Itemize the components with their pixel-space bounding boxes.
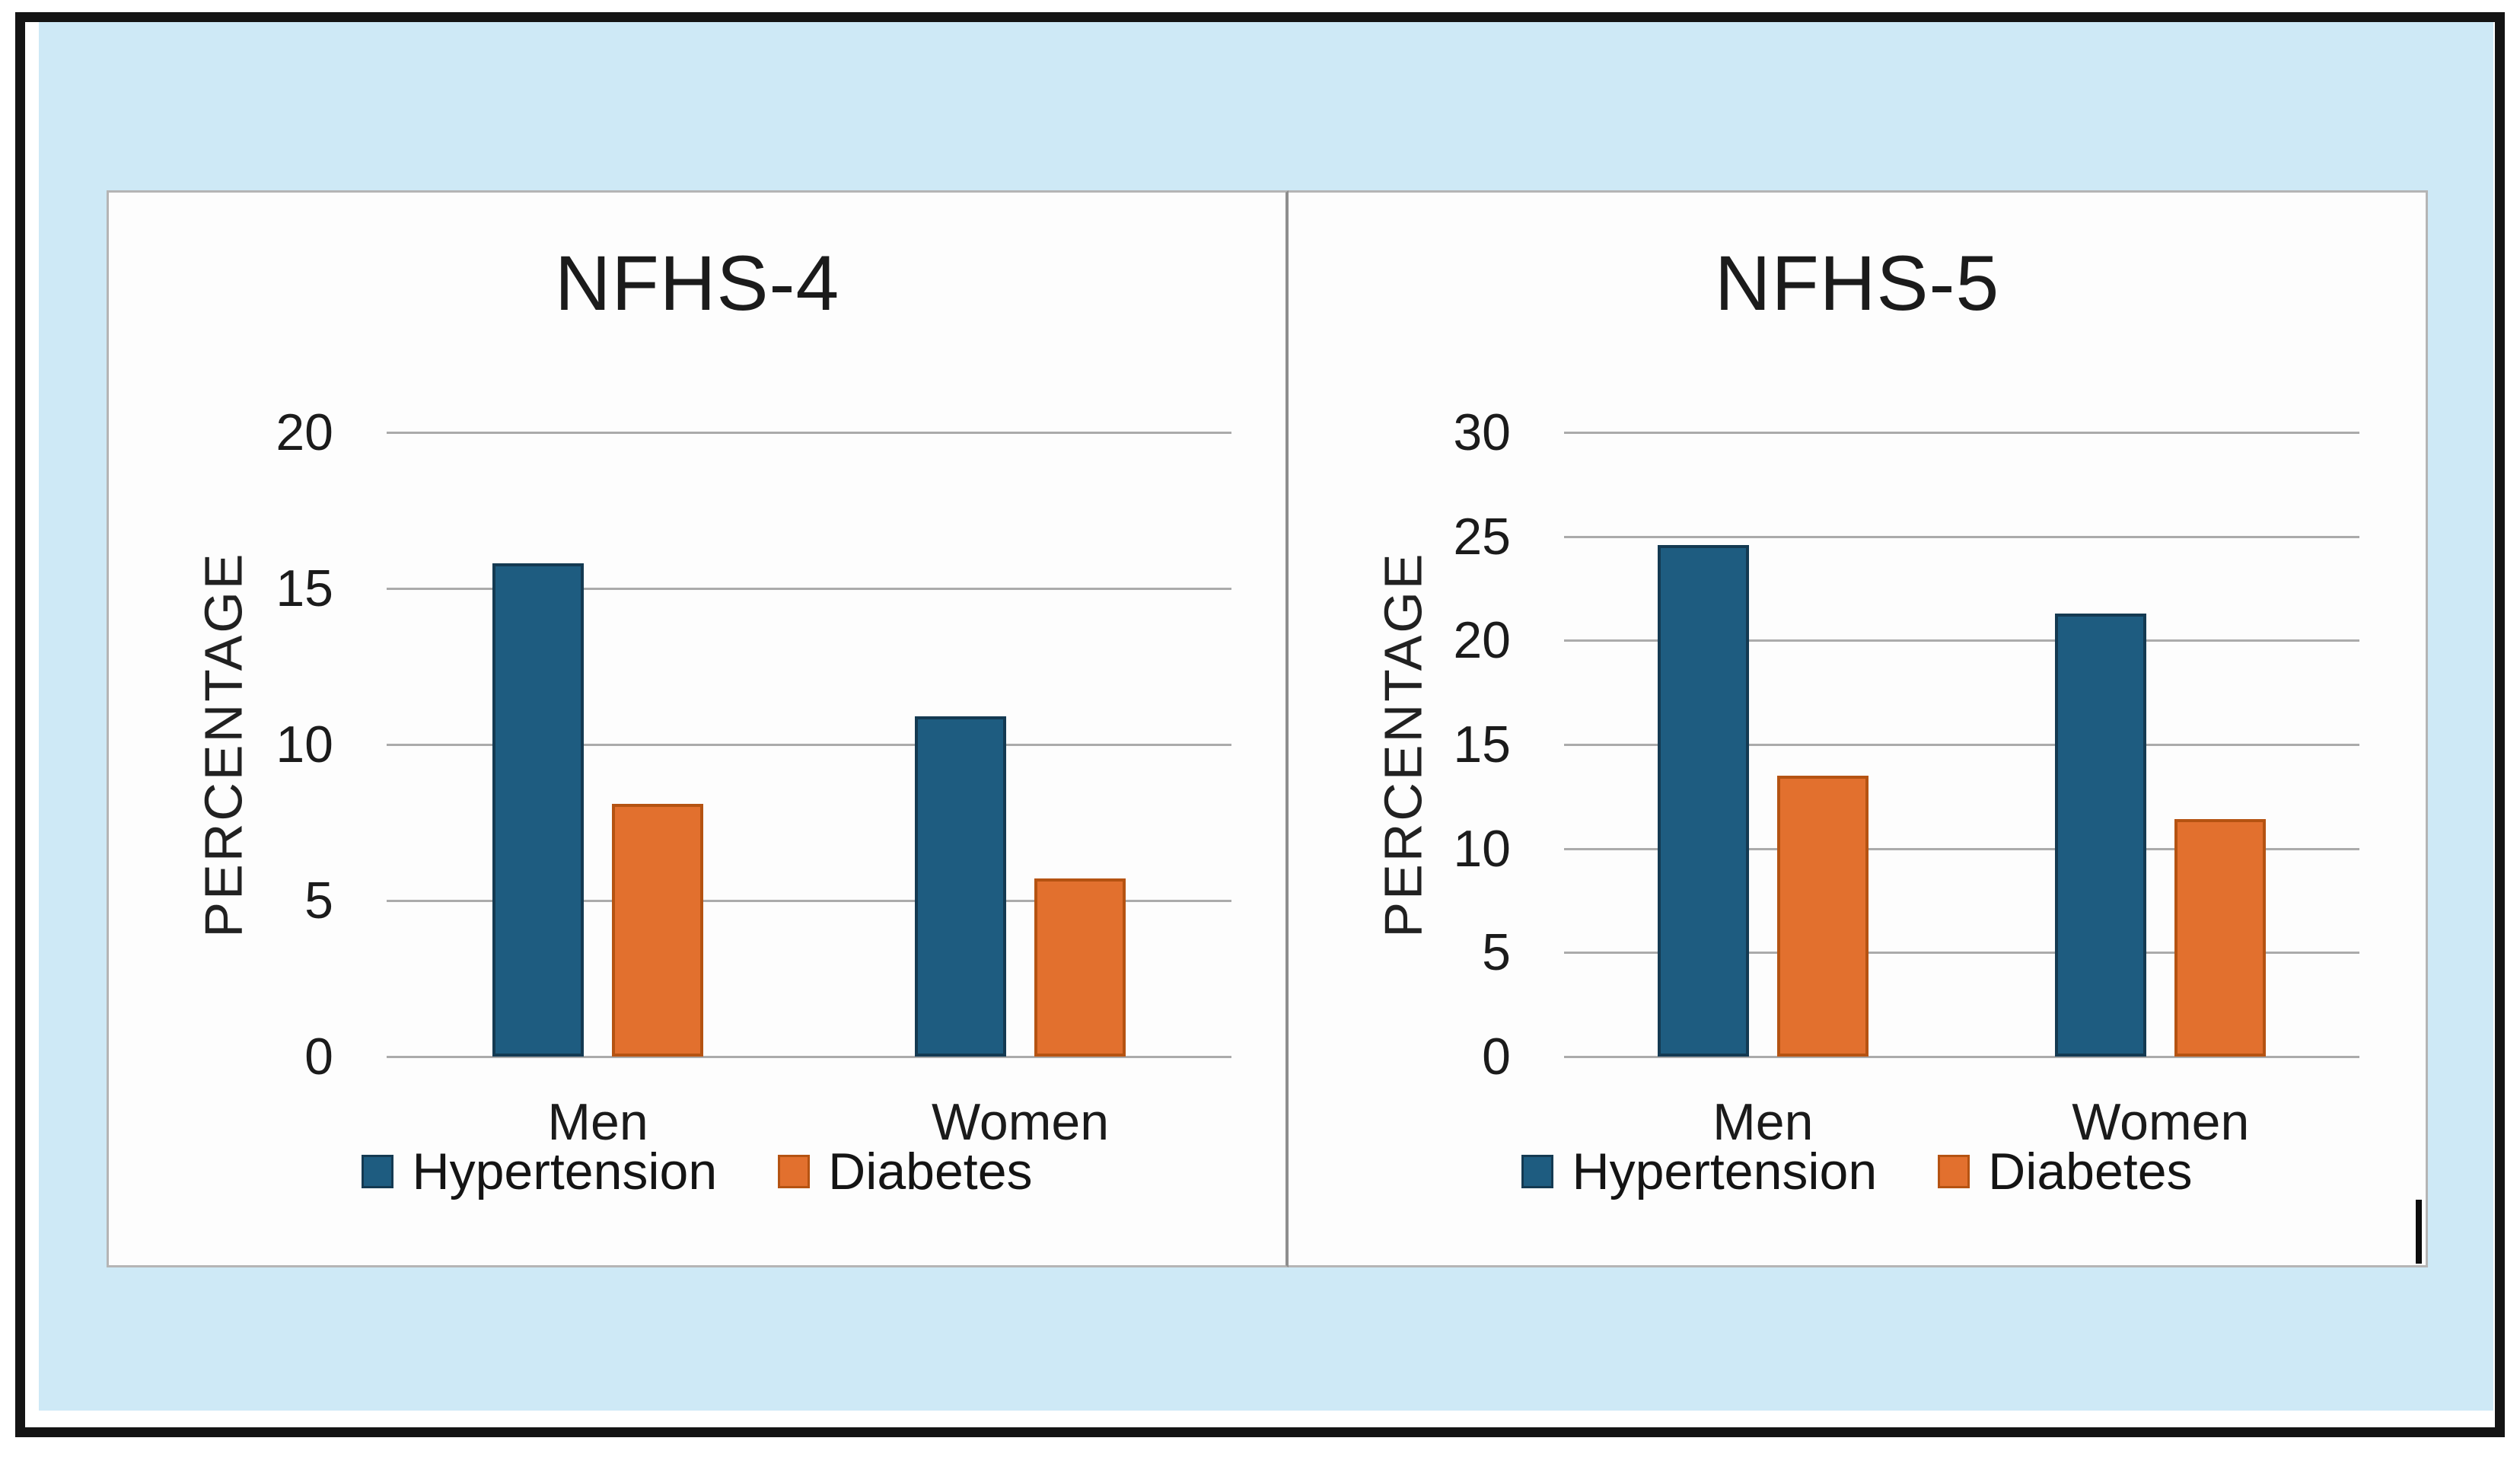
chart-panel-nfhs4: NFHS-4 PERCENTAGE 0 5 10 15 20 Men Women Hyper… [107,190,1289,1267]
gridline [1564,744,2359,746]
legend-item-diabetes: Diabetes [778,1143,1033,1200]
plot-area: 0 5 10 15 20 25 30 Men Women [1453,406,2359,1148]
legend: Hypertension Diabetes [109,1146,1285,1197]
gridline [1564,952,2359,955]
y-tick-label: 10 [1453,819,1511,878]
gridline [387,900,1231,902]
legend-item-diabetes: Diabetes [1938,1143,2193,1200]
y-tick-label: 20 [1453,611,1511,670]
bar-women-diabetes [1034,878,1126,1057]
chart-title: NFHS-4 [554,240,840,327]
legend: Hypertension Diabetes [1289,1146,2426,1197]
gridline [1564,1056,2359,1058]
gridline [387,432,1231,434]
y-tick-label: 5 [1482,923,1511,982]
x-category-label: Men [547,1093,648,1151]
y-tick-label: 15 [276,560,333,617]
y-tick-label: 10 [276,716,333,773]
text-cursor [2416,1200,2422,1264]
bar-men-diabetes [1776,776,1868,1057]
legend-label: Diabetes [828,1143,1033,1200]
legend-swatch-icon [362,1155,394,1188]
gridline [1564,432,2359,434]
bar-men-hypertension [492,563,584,1057]
gridline [1564,847,2359,850]
bar-men-diabetes [612,803,703,1057]
bar-women-diabetes [2174,819,2267,1057]
chart-title: NFHS-5 [1714,240,2000,327]
plot-area: 0 5 10 15 20 Men Women [276,406,1231,1148]
legend-swatch-icon [1938,1155,1970,1188]
y-tick-label: 20 [276,403,333,461]
y-tick-label: 5 [304,872,333,929]
legend-item-hypertension: Hypertension [1521,1146,1877,1197]
y-tick-label: 0 [1482,1028,1511,1086]
x-category-label: Men [1712,1093,1814,1151]
gridline [1564,535,2359,538]
legend-swatch-icon [778,1155,811,1188]
legend-item-hypertension: Hypertension [362,1146,717,1197]
legend-label: Diabetes [1988,1143,2193,1200]
y-tick-label: 25 [1453,507,1511,566]
y-tick-label: 30 [1453,403,1511,461]
legend-swatch-icon [1521,1155,1554,1188]
legend-label: Hypertension [412,1143,718,1200]
bar-men-hypertension [1657,544,1749,1057]
gridline [1564,639,2359,642]
y-tick-label: 15 [1453,716,1511,773]
chart-panel-nfhs5: NFHS-5 PERCENTAGE 0 5 10 15 20 25 30 Men Women H… [1289,190,2428,1267]
y-tick-label: 0 [304,1028,333,1086]
gridline [387,744,1231,746]
legend-label: Hypertension [1572,1143,1878,1200]
gridline [387,1056,1231,1058]
gridline [387,588,1231,590]
x-category-label: Women [931,1093,1110,1151]
bar-women-hypertension [915,716,1006,1057]
x-category-label: Women [2072,1093,2250,1151]
bar-women-hypertension [2055,613,2147,1057]
